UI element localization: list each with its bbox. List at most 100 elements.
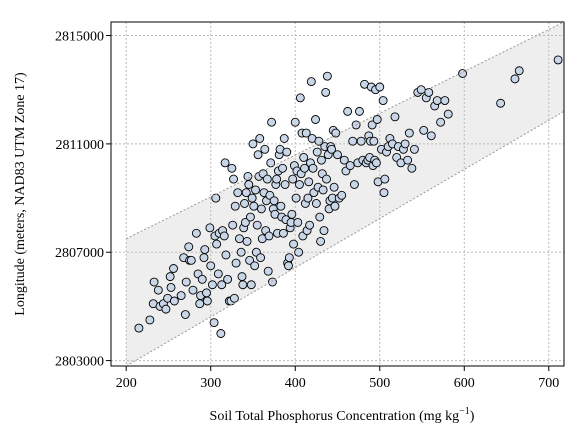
data-point — [312, 147, 322, 157]
data-point — [244, 180, 254, 189]
data-point — [318, 185, 328, 195]
x-axis-ticks: 200 300 400 500 600 700 — [116, 366, 559, 391]
data-point — [180, 310, 190, 319]
data-point — [322, 174, 331, 184]
data-point — [419, 125, 429, 135]
band-upper-edge — [125, 22, 564, 240]
data-point — [249, 201, 259, 211]
data-point — [188, 285, 198, 295]
data-point — [356, 136, 366, 146]
data-point — [432, 96, 442, 106]
data-point — [245, 212, 255, 222]
x-tick-label: 700 — [538, 376, 559, 391]
data-point — [319, 226, 329, 236]
data-point — [287, 209, 297, 219]
data-point — [230, 201, 240, 211]
data-point — [184, 242, 194, 252]
data-point — [337, 190, 347, 200]
data-point — [134, 323, 144, 333]
data-point — [262, 174, 272, 184]
data-point — [276, 201, 286, 211]
y-axis-ticks: 2803000 2807000 2811000 2815000 — [55, 30, 111, 370]
data-point — [345, 161, 355, 171]
data-point — [202, 288, 211, 298]
data-point — [380, 174, 390, 184]
band-lower-edge — [125, 110, 564, 366]
data-point — [223, 274, 233, 284]
data-point — [181, 277, 191, 287]
data-point — [246, 280, 256, 290]
x-axis-label: Soil Total Phosphorus Concentration (mg … — [210, 406, 475, 424]
data-point — [553, 55, 563, 65]
data-point — [191, 228, 201, 238]
data-point — [216, 329, 226, 338]
data-point — [301, 128, 311, 138]
data-point — [316, 155, 326, 165]
data-point — [514, 66, 524, 76]
data-point — [316, 236, 326, 246]
data-point — [195, 299, 205, 309]
data-point — [241, 188, 251, 198]
data-point — [251, 185, 260, 195]
data-point — [235, 234, 244, 244]
data-point — [161, 304, 171, 314]
data-point — [416, 85, 426, 95]
data-point — [510, 74, 520, 84]
data-point — [165, 272, 175, 282]
data-point — [293, 217, 303, 227]
data-point — [202, 296, 212, 306]
data-point — [197, 274, 207, 284]
x-tick-label: 200 — [116, 376, 137, 391]
plot-frame — [110, 21, 565, 367]
data-point — [331, 128, 341, 138]
data-point — [295, 93, 305, 103]
data-point — [186, 255, 196, 265]
data-point — [403, 155, 413, 165]
data-point — [315, 212, 325, 222]
y-tick-label: 2803000 — [55, 355, 104, 370]
data-point — [166, 282, 176, 292]
data-point — [333, 150, 342, 160]
data-point — [233, 188, 243, 198]
data-point — [436, 117, 446, 127]
data-point — [250, 261, 260, 271]
data-point — [306, 77, 316, 87]
data-point — [219, 231, 229, 241]
data-point — [371, 158, 381, 168]
data-point — [176, 291, 186, 301]
data-points — [134, 55, 563, 338]
data-point — [267, 117, 277, 127]
data-point — [240, 217, 250, 227]
data-point — [256, 253, 266, 263]
data-point — [269, 196, 279, 206]
data-point — [343, 106, 353, 116]
data-point — [248, 139, 258, 149]
data-point — [227, 163, 237, 173]
data-point — [221, 250, 231, 260]
data-point — [375, 82, 385, 92]
data-point — [279, 134, 289, 143]
x-tick-label: 500 — [369, 376, 390, 391]
data-point — [267, 277, 277, 287]
data-point — [303, 193, 313, 203]
data-point — [260, 144, 270, 154]
data-point — [169, 264, 178, 273]
data-point — [243, 171, 253, 181]
data-point — [153, 285, 163, 295]
y-tick-label: 2811000 — [56, 138, 104, 153]
data-point — [278, 163, 288, 173]
data-point — [339, 155, 349, 165]
data-point — [278, 228, 288, 238]
data-point — [288, 174, 298, 184]
data-point — [200, 245, 210, 254]
data-point — [379, 188, 389, 198]
y-axis-label: Longitude (meters, NAD83 UTM Zone 17) — [13, 72, 28, 316]
data-point — [289, 239, 299, 249]
data-point — [237, 272, 247, 282]
data-point — [207, 280, 217, 290]
data-point — [314, 136, 324, 146]
y-tick-label: 2807000 — [55, 246, 104, 261]
data-point — [409, 144, 419, 154]
data-point — [145, 315, 155, 325]
data-point — [240, 199, 249, 208]
